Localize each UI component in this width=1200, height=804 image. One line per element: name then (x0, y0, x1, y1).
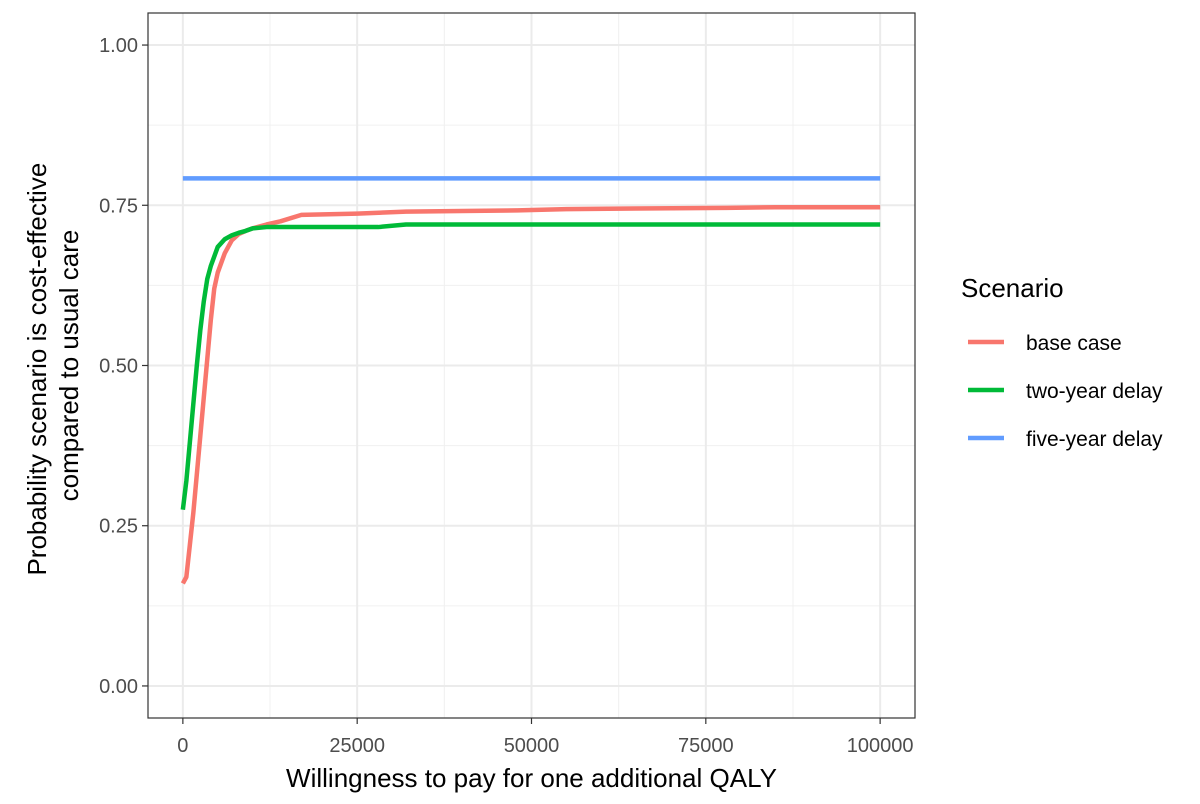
y-tick-label: 0.25 (99, 516, 138, 538)
legend-label-1: base case (1026, 332, 1122, 355)
series-line-2 (180, 222, 881, 510)
y-tick-label: 0.00 (99, 676, 138, 698)
legend-label-3: five-year delay (1026, 428, 1163, 451)
x-tick-label: 0 (177, 735, 188, 757)
x-tick-label: 75000 (678, 735, 734, 757)
legend-label-2: two-year delay (1026, 380, 1163, 403)
x-axis-title: Willingness to pay for one additional QA… (286, 763, 777, 793)
y-axis-title-line-1: Probability scenario is cost-effective (22, 163, 52, 576)
y-axis-title: Probability scenario is cost-effective c… (22, 155, 84, 575)
legend: Scenario base case two-year delay five-yea… (961, 273, 1163, 451)
grid (148, 13, 915, 718)
y-axis-title-line-2: compared to usual care (54, 230, 84, 502)
y-tick-label: 1.00 (99, 35, 138, 57)
y-tick-label: 0.50 (99, 356, 138, 378)
x-tick-label: 100000 (847, 735, 914, 757)
y-axis-ticks: 0.00 0.25 0.50 0.75 1.00 (99, 35, 148, 698)
series-lines (180, 176, 881, 585)
legend-title: Scenario (961, 273, 1064, 303)
y-tick-label: 0.75 (99, 195, 138, 217)
x-axis-ticks: 0 25000 50000 75000 100000 (177, 718, 914, 757)
x-tick-label: 25000 (329, 735, 385, 757)
x-tick-label: 50000 (504, 735, 560, 757)
